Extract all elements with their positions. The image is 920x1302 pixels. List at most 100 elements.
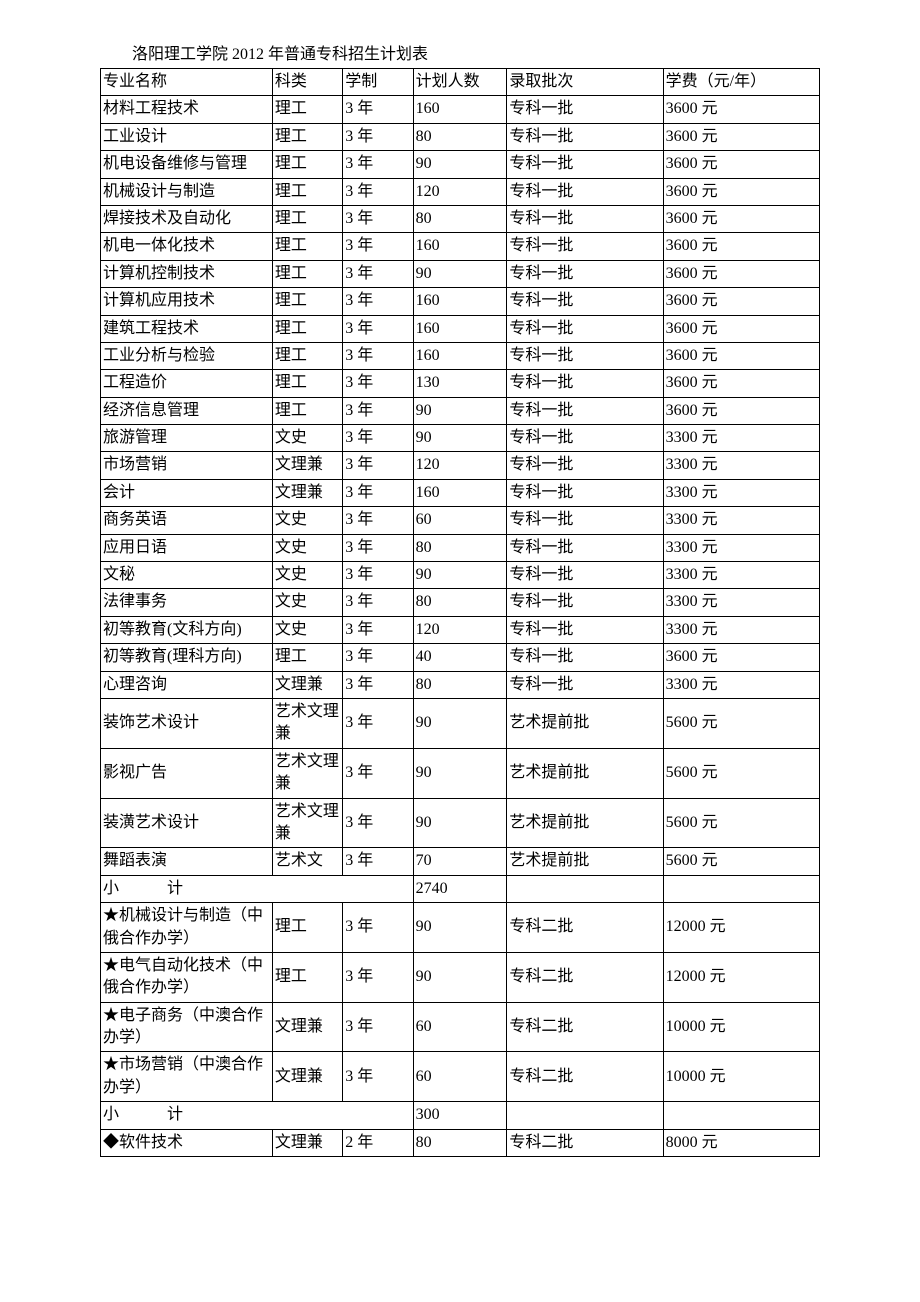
table-row: 材料工程技术理工3 年160专科一批3600 元 <box>101 96 820 123</box>
table-cell: 3300 元 <box>663 507 819 534</box>
table-row: 焊接技术及自动化理工3 年80专科一批3600 元 <box>101 205 820 232</box>
table-cell: 文史 <box>272 425 342 452</box>
table-cell: 会计 <box>101 479 273 506</box>
table-cell: 心理咨询 <box>101 671 273 698</box>
table-row: 市场营销文理兼3 年120专科一批3300 元 <box>101 452 820 479</box>
table-row: 心理咨询文理兼3 年80专科一批3300 元 <box>101 671 820 698</box>
table-row: 商务英语文史3 年60专科一批3300 元 <box>101 507 820 534</box>
table-cell: 5600 元 <box>663 848 819 875</box>
table-cell: 旅游管理 <box>101 425 273 452</box>
subtotal-row: 小 计2740 <box>101 875 820 902</box>
table-row: 计算机控制技术理工3 年90专科一批3600 元 <box>101 260 820 287</box>
table-cell: 130 <box>413 370 507 397</box>
table-cell: 专科二批 <box>507 952 663 1002</box>
table-row: 工程造价理工3 年130专科一批3600 元 <box>101 370 820 397</box>
table-cell: 3600 元 <box>663 260 819 287</box>
table-cell: 专科一批 <box>507 342 663 369</box>
table-cell: 80 <box>413 205 507 232</box>
table-cell: 3300 元 <box>663 562 819 589</box>
table-row: 法律事务文史3 年80专科一批3300 元 <box>101 589 820 616</box>
table-cell: 专科一批 <box>507 96 663 123</box>
table-cell: 3 年 <box>343 96 413 123</box>
table-row: 工业分析与检验理工3 年160专科一批3600 元 <box>101 342 820 369</box>
table-cell: 专科二批 <box>507 1002 663 1052</box>
table-cell: 理工 <box>272 370 342 397</box>
table-cell: 3300 元 <box>663 671 819 698</box>
table-cell: 60 <box>413 507 507 534</box>
table-cell: 3 年 <box>343 288 413 315</box>
table-cell: 影视广告 <box>101 748 273 798</box>
subtotal-value: 300 <box>413 1102 507 1129</box>
table-cell: 工业设计 <box>101 123 273 150</box>
table-cell: 理工 <box>272 178 342 205</box>
table-cell: 3 年 <box>343 123 413 150</box>
subtotal-row: 小 计300 <box>101 1102 820 1129</box>
table-row: 装饰艺术设计艺术文理兼3 年90艺术提前批5600 元 <box>101 698 820 748</box>
table-cell: 市场营销 <box>101 452 273 479</box>
column-header: 计划人数 <box>413 69 507 96</box>
table-cell: 文理兼 <box>272 1002 342 1052</box>
table-cell: 3 年 <box>343 397 413 424</box>
table-cell: 3 年 <box>343 748 413 798</box>
table-cell: 工业分析与检验 <box>101 342 273 369</box>
table-cell: 10000 元 <box>663 1002 819 1052</box>
table-cell: 3300 元 <box>663 534 819 561</box>
table-cell: 3 年 <box>343 798 413 848</box>
table-row: 初等教育(文科方向)文史3 年120专科一批3300 元 <box>101 616 820 643</box>
table-cell: 材料工程技术 <box>101 96 273 123</box>
table-cell: 装潢艺术设计 <box>101 798 273 848</box>
table-cell: 专科一批 <box>507 452 663 479</box>
column-header: 科类 <box>272 69 342 96</box>
table-cell: 3 年 <box>343 534 413 561</box>
table-cell: 机电一体化技术 <box>101 233 273 260</box>
table-row: 影视广告艺术文理兼3 年90艺术提前批5600 元 <box>101 748 820 798</box>
table-cell: 专科一批 <box>507 562 663 589</box>
table-cell: 机电设备维修与管理 <box>101 151 273 178</box>
table-cell: 专科一批 <box>507 644 663 671</box>
table-cell: 专科二批 <box>507 1052 663 1102</box>
table-cell: ★机械设计与制造（中俄合作办学） <box>101 903 273 953</box>
table-cell: 12000 元 <box>663 952 819 1002</box>
table-cell: 专科一批 <box>507 260 663 287</box>
table-cell: 3 年 <box>343 151 413 178</box>
table-row: 机电一体化技术理工3 年160专科一批3600 元 <box>101 233 820 260</box>
table-cell <box>507 1102 663 1129</box>
table-row: 机械设计与制造理工3 年120专科一批3600 元 <box>101 178 820 205</box>
table-cell: 80 <box>413 671 507 698</box>
table-cell: 理工 <box>272 315 342 342</box>
table-cell: 艺术文理兼 <box>272 798 342 848</box>
table-cell: 90 <box>413 151 507 178</box>
table-cell: 12000 元 <box>663 903 819 953</box>
table-cell: 理工 <box>272 96 342 123</box>
table-cell: 10000 元 <box>663 1052 819 1102</box>
table-cell: 160 <box>413 315 507 342</box>
table-cell: 3300 元 <box>663 452 819 479</box>
table-cell: 专科一批 <box>507 397 663 424</box>
table-row: 计算机应用技术理工3 年160专科一批3600 元 <box>101 288 820 315</box>
table-row: 机电设备维修与管理理工3 年90专科一批3600 元 <box>101 151 820 178</box>
table-cell: 80 <box>413 1129 507 1156</box>
table-row: 建筑工程技术理工3 年160专科一批3600 元 <box>101 315 820 342</box>
table-cell: 3600 元 <box>663 205 819 232</box>
table-cell: 70 <box>413 848 507 875</box>
table-cell: 焊接技术及自动化 <box>101 205 273 232</box>
column-header: 学费（元/年） <box>663 69 819 96</box>
table-cell: 理工 <box>272 397 342 424</box>
table-cell: 3 年 <box>343 452 413 479</box>
table-cell: 3600 元 <box>663 370 819 397</box>
table-cell: ★电气自动化技术（中俄合作办学） <box>101 952 273 1002</box>
table-cell: 5600 元 <box>663 798 819 848</box>
table-cell: 5600 元 <box>663 748 819 798</box>
table-cell: 90 <box>413 798 507 848</box>
table-cell: 160 <box>413 233 507 260</box>
table-row: 会计文理兼3 年160专科一批3300 元 <box>101 479 820 506</box>
table-cell: 3 年 <box>343 260 413 287</box>
table-cell: 3 年 <box>343 1002 413 1052</box>
table-cell: 专科一批 <box>507 288 663 315</box>
table-cell: 文理兼 <box>272 479 342 506</box>
table-cell: 3 年 <box>343 616 413 643</box>
table-cell: 艺术文理兼 <box>272 748 342 798</box>
table-cell: 160 <box>413 342 507 369</box>
table-cell: 专科一批 <box>507 370 663 397</box>
table-cell: 3300 元 <box>663 479 819 506</box>
